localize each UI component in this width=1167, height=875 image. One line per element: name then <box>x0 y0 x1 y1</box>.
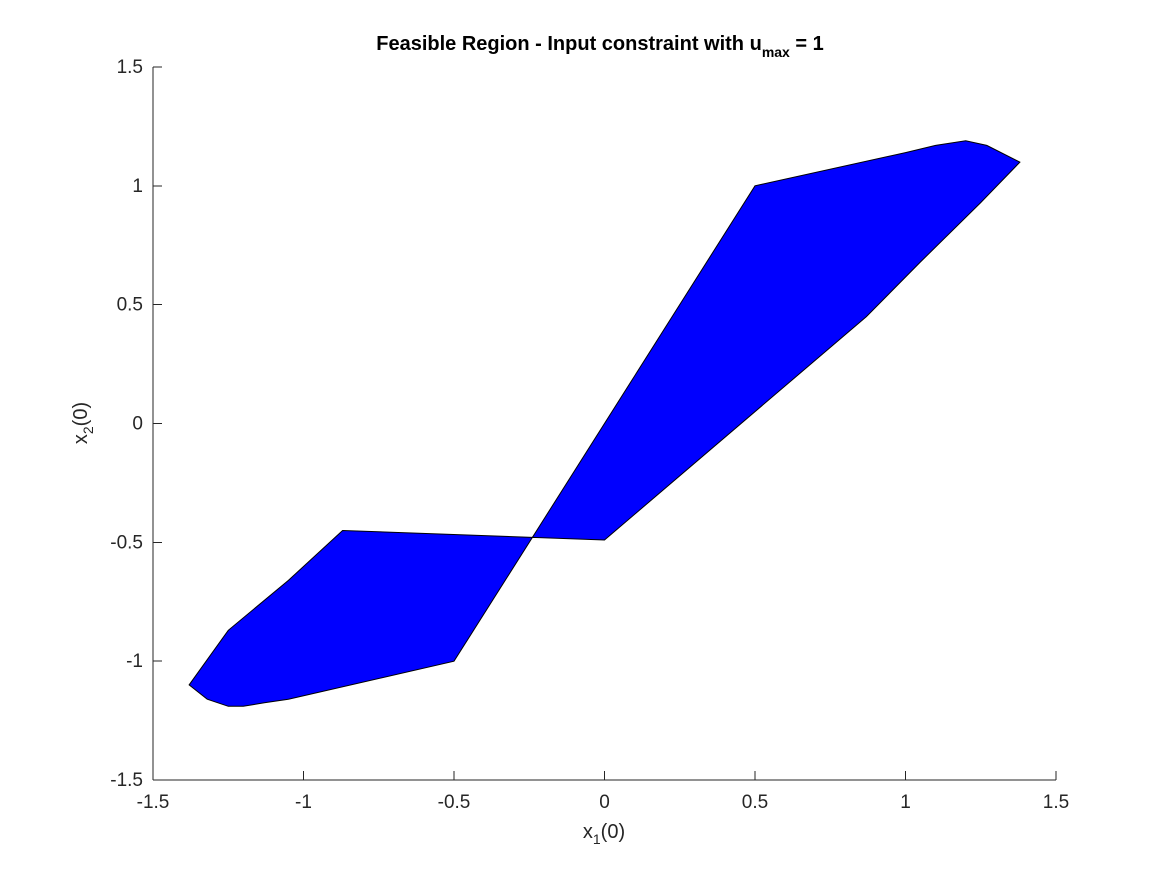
y-tick-label: 1 <box>132 176 143 197</box>
y-tick-label: -0.5 <box>110 532 143 553</box>
x-tick-label: 1 <box>900 792 911 813</box>
x-tick-label: 1.5 <box>1043 792 1069 813</box>
x-tick-label: 0.5 <box>742 792 768 813</box>
y-tick-label: -1 <box>126 651 143 672</box>
axes: -1.5 -1 -0.5 0 0.5 1 1.5 -1.5 -1 -0.5 0 0.5 1 1.5 <box>110 57 1069 813</box>
y-tick-label: 0 <box>132 414 143 435</box>
y-axis-ticks: -1.5 -1 -0.5 0 0.5 1 1.5 <box>110 57 162 791</box>
chart-title-suffix: = 1 <box>790 33 824 55</box>
y-axis-label: x2(0) <box>70 402 96 444</box>
x-axis-ticks: -1.5 -1 -0.5 0 0.5 1 1.5 <box>137 771 1069 813</box>
y-tick-label: -1.5 <box>110 770 143 791</box>
x-tick-label: -0.5 <box>438 792 471 813</box>
plot-area <box>188 140 1021 707</box>
chart-title: Feasible Region - Input constraint with … <box>376 33 824 60</box>
x-tick-label: 0 <box>599 792 610 813</box>
x-axis-label: x1(0) <box>583 821 625 847</box>
y-tick-label: 1.5 <box>117 57 143 78</box>
y-tick-label: 0.5 <box>117 295 143 316</box>
x-tick-label: -1.5 <box>137 792 170 813</box>
x-tick-label: -1 <box>295 792 312 813</box>
feasible-region-polygon <box>188 140 1021 707</box>
chart-title-subscript: max <box>762 44 790 60</box>
